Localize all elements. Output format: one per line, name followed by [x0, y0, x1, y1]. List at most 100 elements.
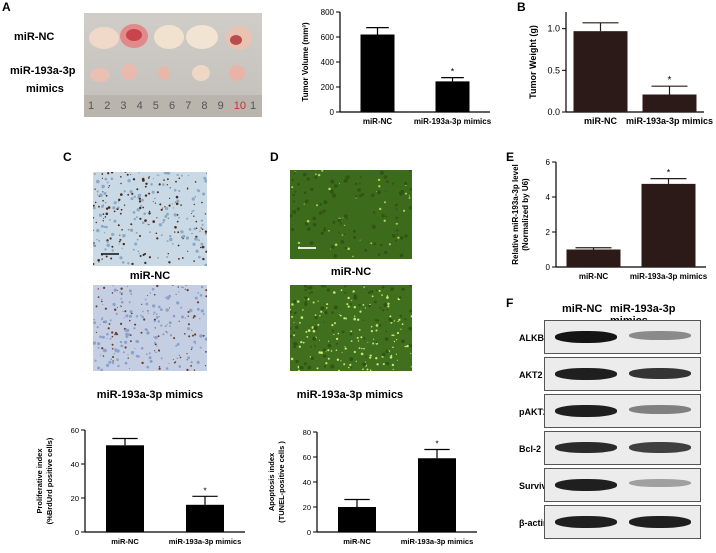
tunel-positive-dot — [344, 347, 347, 350]
ihc-texture-dot — [120, 344, 124, 348]
tunel-positive-dot — [306, 219, 310, 223]
ihc-texture-dot — [106, 337, 108, 340]
ihc-texture-dot — [199, 346, 202, 349]
tunel-texture-dot — [373, 211, 376, 214]
tunel-texture-dot — [290, 327, 292, 330]
ihc-nucleus-dot — [158, 366, 161, 368]
ihc-texture-dot — [194, 237, 198, 241]
ihc-nucleus-dot — [104, 216, 107, 218]
ihc-texture-dot — [163, 172, 168, 175]
ihc-texture-dot — [160, 234, 163, 237]
ihc-image-mimics — [93, 285, 207, 371]
tunel-positive-dot — [372, 342, 375, 345]
ihc-texture-dot — [124, 340, 128, 344]
ihc-nucleus-dot — [141, 177, 145, 181]
ihc-texture-dot — [176, 357, 179, 359]
tunel-positive-dot — [397, 320, 399, 323]
ihc-texture-dot — [186, 217, 189, 220]
tunel-texture-dot — [408, 206, 412, 210]
tunel-positive-dot — [330, 248, 332, 250]
tunel-positive-dot — [320, 351, 323, 354]
ihc-texture-dot — [133, 211, 136, 214]
tunel-positive-dot — [354, 315, 356, 317]
ihc-nucleus-dot — [147, 177, 150, 179]
ihc-nucleus-dot — [187, 315, 189, 317]
tunel-positive-dot — [396, 339, 398, 341]
tunel-texture-dot — [383, 303, 388, 307]
ihc-texture-dot — [202, 313, 205, 316]
ihc-nucleus-dot — [195, 227, 198, 230]
ihc-texture-dot — [199, 294, 203, 297]
ihc-texture-dot — [194, 342, 197, 345]
tunel-positive-dot — [317, 300, 319, 302]
tunel-positive-dot — [315, 173, 317, 175]
ihc-nucleus-dot — [188, 335, 191, 338]
ihc-texture-dot — [155, 313, 158, 316]
tunel-texture-dot — [303, 362, 307, 366]
ihc-texture-dot — [146, 331, 150, 335]
ihc-nucleus-dot — [187, 250, 189, 252]
tunel-positive-dot — [307, 298, 310, 301]
ihc-nucleus-dot — [136, 188, 139, 191]
ihc-texture-dot — [97, 194, 99, 196]
ihc-nucleus-dot — [118, 240, 121, 243]
relative-mirna-bar — [641, 183, 696, 267]
ihc-texture-dot — [136, 208, 140, 212]
tunel-texture-dot — [346, 217, 348, 220]
tunel-texture-dot — [353, 229, 356, 233]
tunel-texture-dot — [385, 215, 388, 218]
ihc-nucleus-dot — [112, 360, 114, 362]
relative-mirna-tick-label: 0 — [546, 263, 551, 272]
ihc-nucleus-dot — [117, 224, 120, 227]
tunel-positive-dot — [360, 336, 363, 339]
tunel-texture-dot — [302, 172, 307, 177]
ihc-nucleus-dot — [178, 177, 181, 180]
ihc-nucleus-dot — [193, 369, 196, 371]
panel-label-e: E — [506, 150, 515, 164]
ihc-nucleus-dot — [129, 368, 130, 369]
ihc-nucleus-dot — [93, 216, 94, 219]
tunel-positive-dot — [357, 340, 360, 342]
tunel-texture-dot — [408, 170, 412, 172]
tunel-texture-dot — [344, 285, 347, 288]
ruler-number: 10 — [233, 100, 247, 112]
tunel-positive-dot — [404, 345, 406, 348]
tunel-positive-dot — [316, 204, 318, 207]
tumor-volume-bar — [360, 34, 395, 112]
blot-band — [555, 405, 617, 417]
ihc-nucleus-dot — [101, 298, 103, 300]
ihc-texture-dot — [185, 285, 188, 287]
tumor-volume-chart: 0 200 400 600 800 miR-NC * miR-193a-3p mimics Tu… — [301, 8, 492, 126]
apoptosis-index-bar — [338, 507, 376, 532]
ihc-texture-dot — [125, 335, 129, 338]
tunel-texture-dot — [297, 182, 300, 186]
tunel-texture-dot — [395, 208, 398, 211]
tunel-positive-dot — [291, 186, 294, 189]
tunel-texture-dot — [308, 285, 313, 290]
ihc-texture-dot — [182, 234, 186, 238]
ihc-texture-dot — [166, 240, 169, 243]
ihc-texture-dot — [127, 333, 131, 336]
tunel-texture-dot — [290, 310, 292, 314]
tunel-positive-dot — [370, 330, 373, 333]
ihc-texture-dot — [119, 340, 123, 344]
tunel-positive-dot — [340, 360, 342, 362]
ihc-nucleus-dot — [111, 245, 114, 248]
ihc-texture-dot — [162, 218, 166, 222]
tunel-texture-dot — [323, 354, 327, 358]
tunel-texture-dot — [371, 224, 376, 229]
tunel-positive-dot — [370, 325, 373, 328]
ihc-nucleus-dot — [204, 213, 207, 215]
ihc-texture-dot — [134, 242, 138, 246]
tunel-positive-dot — [291, 303, 294, 306]
ihc-texture-dot — [169, 237, 173, 242]
ihc-nucleus-dot — [178, 258, 180, 260]
ihc-texture-dot — [158, 305, 161, 309]
tunel-texture-dot — [311, 170, 314, 171]
ihc-nucleus-dot — [167, 253, 169, 255]
tumor-weight-category-label: miR-193a-3p mimics — [626, 116, 713, 126]
ihc-texture-dot — [139, 204, 142, 207]
blot-protein-label: pAKT2 — [519, 407, 548, 417]
ihc-texture-dot — [106, 181, 109, 184]
ihc-texture-dot — [111, 233, 114, 236]
